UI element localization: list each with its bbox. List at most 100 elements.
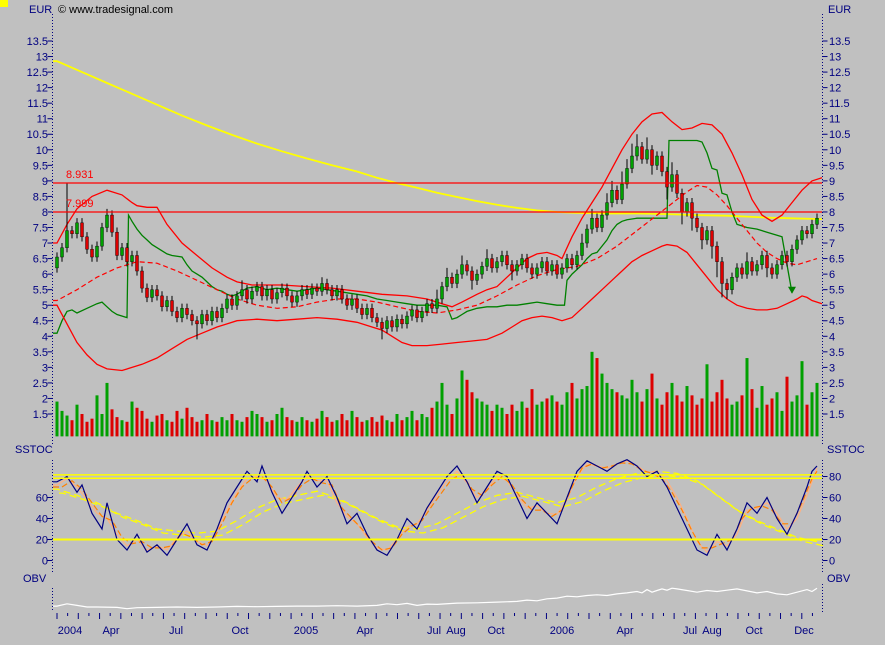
svg-text:80: 80 [829, 472, 841, 484]
volume-layer [55, 351, 819, 437]
x-axis-label: Apr [616, 625, 633, 637]
copyright-text: © www.tradesignal.com [58, 4, 174, 16]
svg-text:11: 11 [37, 114, 48, 126]
svg-text:13.5: 13.5 [27, 36, 48, 48]
x-axis-label: Jul [683, 625, 697, 637]
svg-text:20: 20 [829, 535, 841, 547]
stoch-panel-title-left: SSTOC [15, 444, 53, 456]
svg-text:2.5: 2.5 [829, 378, 844, 390]
svg-text:11.5: 11.5 [27, 98, 48, 110]
obv-axis [52, 584, 823, 612]
svg-text:9.5: 9.5 [33, 160, 48, 172]
channel-line-green [53, 139, 796, 334]
svg-text:2.5: 2.5 [33, 378, 48, 390]
svg-text:4.5: 4.5 [33, 316, 48, 328]
svg-text:6.5: 6.5 [829, 254, 844, 266]
svg-text:5.5: 5.5 [33, 285, 48, 297]
x-axis-labels: 2004 Apr Jul Oct 2005 Apr Jul Aug Oct 2006 Apr Jul A… [58, 625, 815, 637]
svg-text:6: 6 [829, 269, 835, 281]
svg-text:4.5: 4.5 [829, 316, 844, 328]
svg-text:3.5: 3.5 [829, 347, 844, 359]
svg-text:4: 4 [829, 331, 835, 343]
svg-text:8: 8 [42, 207, 48, 219]
svg-text:9: 9 [829, 176, 835, 188]
band-lower-line [53, 243, 823, 372]
svg-text:3.5: 3.5 [33, 347, 48, 359]
svg-text:7: 7 [42, 238, 48, 250]
long-ma-line [53, 60, 823, 220]
svg-text:60: 60 [829, 493, 841, 505]
svg-text:8.5: 8.5 [829, 191, 844, 203]
green-line-arrow-icon [788, 286, 796, 294]
svg-text:9.5: 9.5 [829, 160, 844, 172]
svg-text:13: 13 [36, 52, 48, 64]
svg-text:3: 3 [829, 362, 835, 374]
x-axis-label: Apr [102, 625, 119, 637]
obv-panel-title-left: OBV [23, 573, 47, 585]
svg-text:12: 12 [829, 83, 841, 95]
svg-text:12.5: 12.5 [27, 67, 48, 79]
obv-line [53, 587, 818, 610]
x-axis-label: 2005 [294, 625, 318, 637]
svg-text:3: 3 [42, 362, 48, 374]
price-hlines [53, 182, 822, 213]
svg-text:2: 2 [829, 393, 835, 405]
svg-text:6: 6 [42, 269, 48, 281]
stoch-panel-title-right: SSTOC [827, 444, 865, 456]
x-axis-label: Apr [356, 625, 373, 637]
svg-text:9: 9 [42, 176, 48, 188]
x-axis-label: Aug [446, 625, 466, 637]
x-axis-label: 2004 [58, 625, 82, 637]
price-axis: 13.5 13.5 13 13 12.5 12.5 12 12 11.5 11.5 11 11 10.5… [27, 14, 850, 445]
svg-text:1.5: 1.5 [829, 409, 844, 421]
svg-text:40: 40 [36, 514, 48, 526]
svg-text:8: 8 [829, 207, 835, 219]
x-axis-label: Oct [231, 625, 248, 637]
corner-marker [0, 0, 8, 7]
price-axis-title-left: EUR [29, 4, 53, 16]
resistance-price-label: 8.931 [66, 169, 94, 181]
svg-text:2: 2 [42, 393, 48, 405]
x-axis-label: Jul [427, 625, 441, 637]
svg-text:0: 0 [829, 556, 835, 568]
svg-text:13.5: 13.5 [829, 36, 850, 48]
svg-text:6.5: 6.5 [33, 254, 48, 266]
svg-text:5: 5 [829, 300, 835, 312]
svg-text:12: 12 [36, 83, 48, 95]
svg-text:1.5: 1.5 [33, 409, 48, 421]
stoch-k-line [53, 459, 818, 557]
svg-text:60: 60 [36, 493, 48, 505]
stoch-band-lines [53, 474, 822, 541]
x-axis-label: Aug [702, 625, 722, 637]
svg-text:8.5: 8.5 [33, 191, 48, 203]
svg-text:5.5: 5.5 [829, 285, 844, 297]
svg-text:10: 10 [36, 145, 48, 157]
x-axis-label: Dec [794, 625, 814, 637]
svg-text:11.5: 11.5 [829, 98, 850, 110]
svg-text:10.5: 10.5 [27, 129, 48, 141]
svg-text:7.5: 7.5 [829, 222, 844, 234]
obv-panel-title-right: OBV [827, 573, 851, 585]
svg-text:7: 7 [829, 238, 835, 250]
mid-ma-dashed-line [53, 184, 818, 314]
svg-text:12.5: 12.5 [829, 67, 850, 79]
svg-text:10: 10 [829, 145, 841, 157]
svg-text:7.5: 7.5 [33, 222, 48, 234]
support-price-label: 7.999 [66, 198, 94, 210]
svg-text:13: 13 [829, 52, 841, 64]
candles-layer [55, 134, 819, 340]
x-axis-label: Oct [487, 625, 504, 637]
svg-text:40: 40 [829, 514, 841, 526]
stoch-axis: 60 40 20 0 80 60 40 20 0 [36, 460, 841, 572]
stoch-smooth-lines [53, 470, 824, 547]
svg-text:0: 0 [42, 556, 48, 568]
svg-text:10.5: 10.5 [829, 129, 850, 141]
x-axis-ticks [56, 613, 813, 619]
svg-text:11: 11 [829, 114, 840, 126]
price-axis-title-right: EUR [828, 4, 852, 16]
svg-text:20: 20 [36, 535, 48, 547]
svg-text:5: 5 [42, 300, 48, 312]
stoch-slow-line [53, 462, 818, 551]
